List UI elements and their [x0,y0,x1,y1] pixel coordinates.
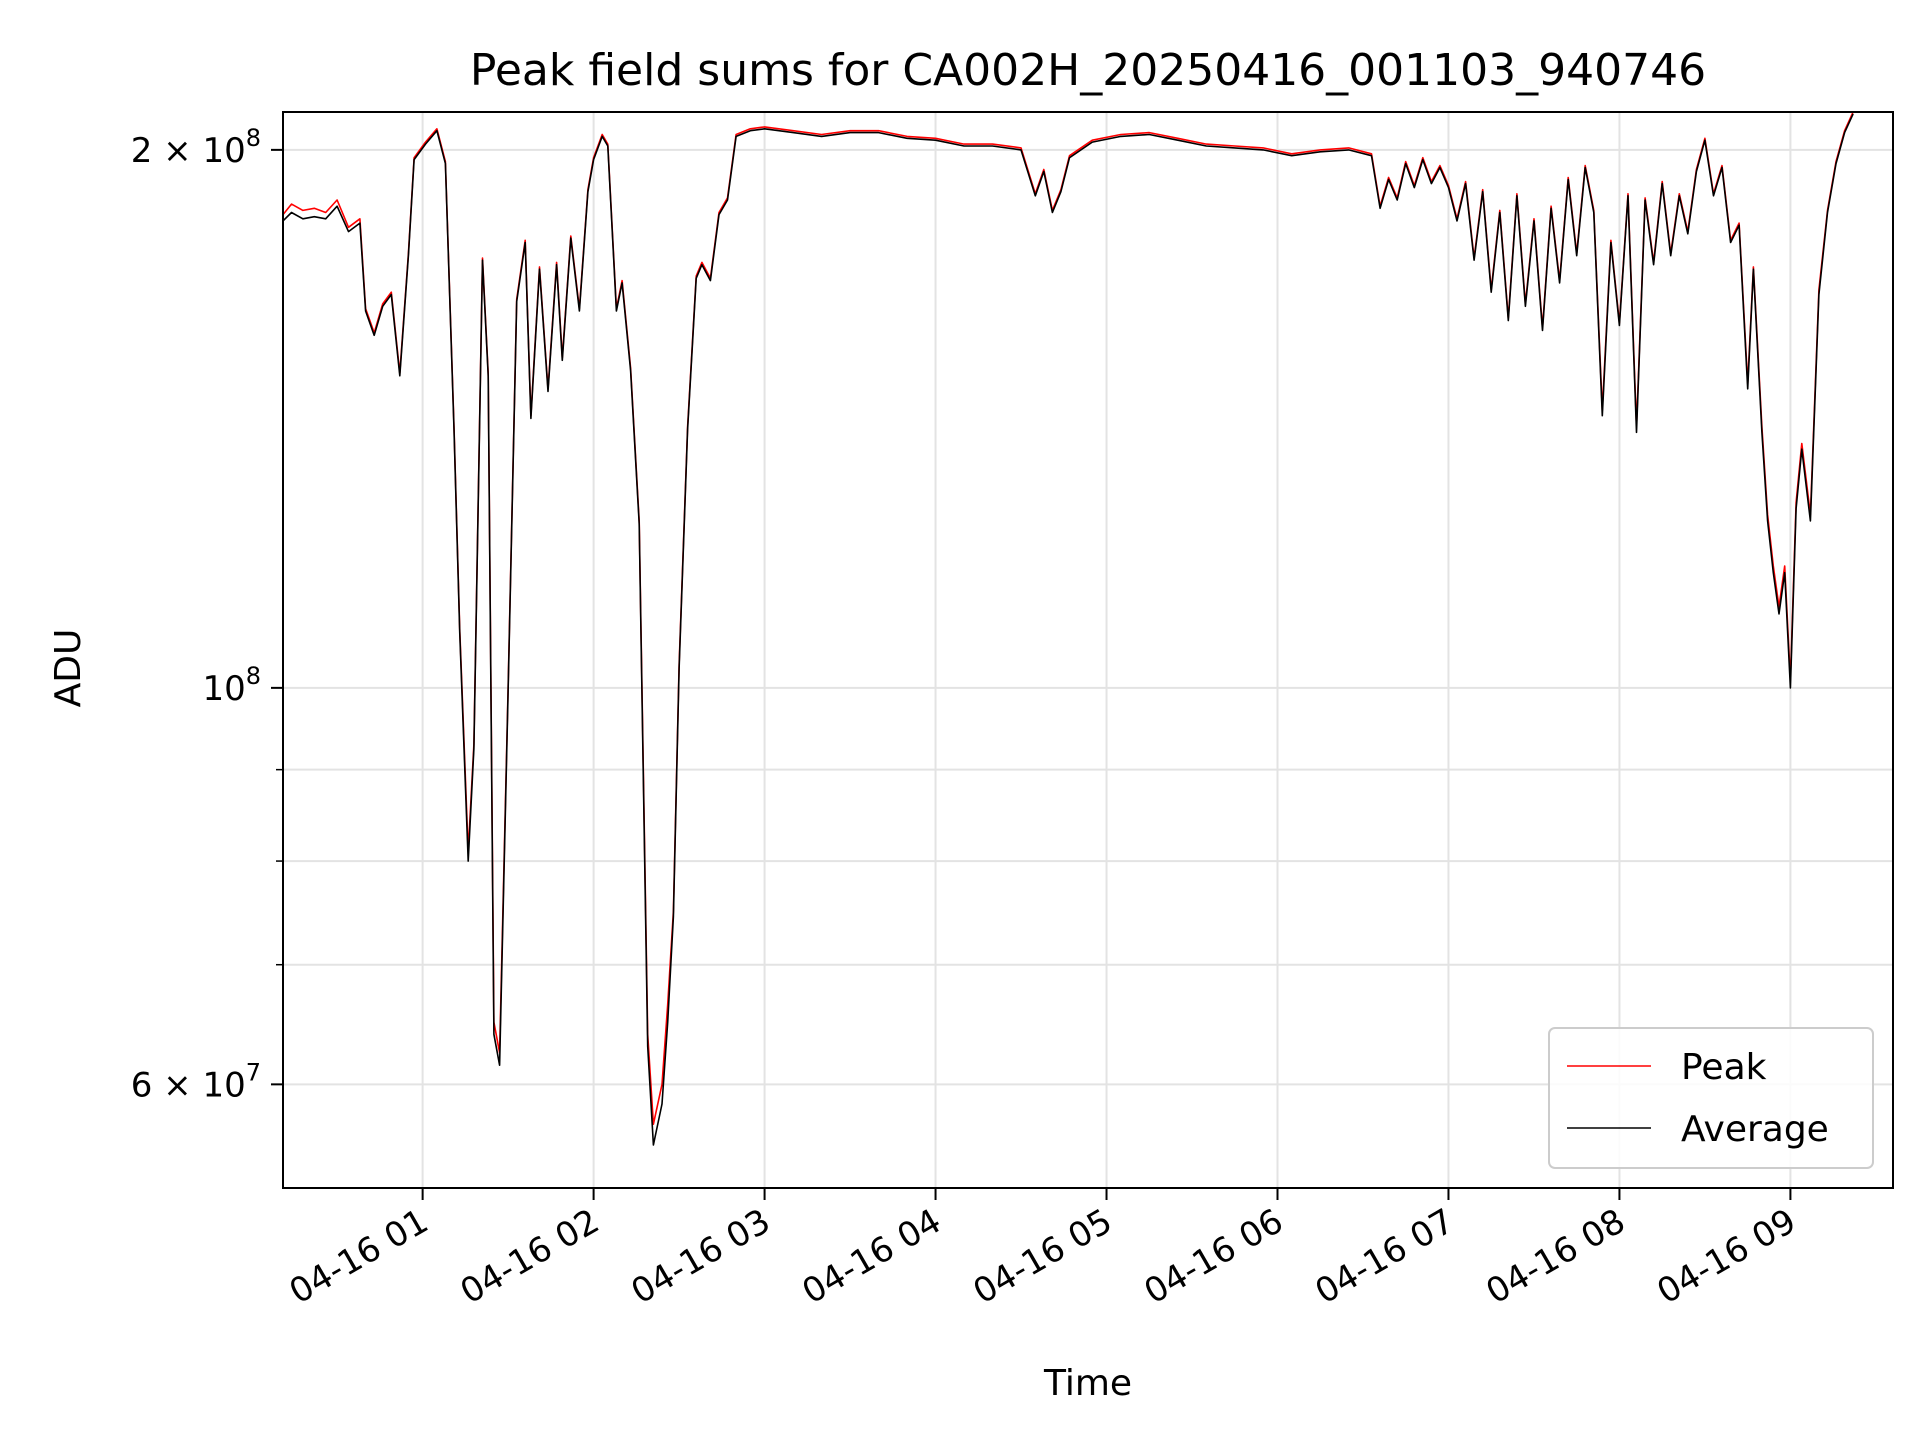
y-tick-label-exponent: 7 [246,1058,261,1086]
chart-title: Peak field sums for CA002H_20250416_0011… [470,45,1706,96]
plot-frame [282,111,1894,1189]
legend-box [1548,1027,1874,1169]
series-line-average [283,113,1854,1146]
series-group [283,112,1854,1146]
legend-label-peak: Peak [1681,1047,1767,1088]
y-tick-label-exponent: 8 [246,662,261,690]
x-axis-label: Time [1043,1363,1132,1404]
y-tick-label-base: 2 × 10 [131,131,246,171]
y-tick-label: 2 × 108 [131,124,261,171]
y-tick-label-base: 10 [202,669,245,709]
legend: Peak Average [1548,1027,1874,1169]
legend-label-average: Average [1681,1109,1829,1150]
y-tick-label-exponent: 8 [246,124,261,152]
y-tick-label-base: 6 × 10 [131,1065,246,1105]
y-tick-label: 6 × 107 [131,1058,261,1105]
grid [283,112,1893,1188]
y-tick-label: 108 [202,662,261,709]
y-axis-label: ADU [48,629,89,708]
